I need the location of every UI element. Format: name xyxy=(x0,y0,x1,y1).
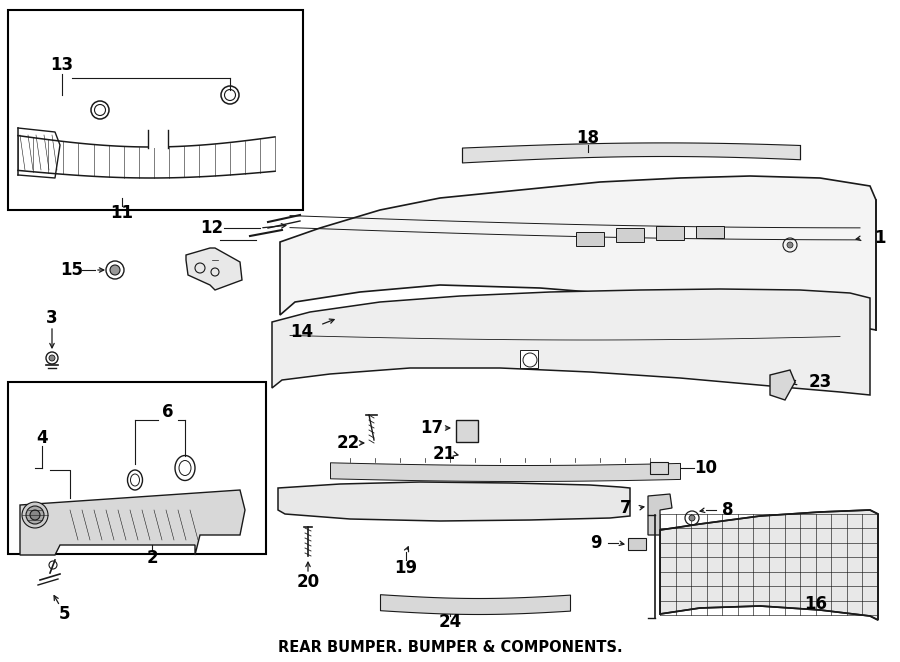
Text: 8: 8 xyxy=(722,501,734,519)
Polygon shape xyxy=(272,289,870,395)
Text: 10: 10 xyxy=(695,459,717,477)
Ellipse shape xyxy=(224,89,236,101)
Text: 24: 24 xyxy=(438,613,462,631)
Polygon shape xyxy=(770,370,795,400)
Bar xyxy=(628,538,646,550)
Ellipse shape xyxy=(130,474,140,486)
Bar xyxy=(8,382,266,554)
Polygon shape xyxy=(660,510,878,620)
Text: 4: 4 xyxy=(36,429,48,447)
Bar xyxy=(148,113,168,148)
Circle shape xyxy=(110,265,120,275)
Ellipse shape xyxy=(128,470,142,490)
Text: 16: 16 xyxy=(805,595,827,613)
Polygon shape xyxy=(280,176,876,330)
Text: 22: 22 xyxy=(337,434,360,452)
Text: 9: 9 xyxy=(590,534,602,552)
Bar xyxy=(8,10,303,210)
Ellipse shape xyxy=(179,461,191,475)
Circle shape xyxy=(22,502,48,528)
Text: 17: 17 xyxy=(420,419,444,437)
Circle shape xyxy=(689,515,695,521)
Text: 13: 13 xyxy=(50,56,74,74)
Text: 6: 6 xyxy=(162,403,174,421)
Text: 15: 15 xyxy=(60,261,84,279)
Bar xyxy=(616,228,644,242)
Text: 14: 14 xyxy=(291,323,313,341)
Text: 19: 19 xyxy=(394,559,418,577)
Text: 21: 21 xyxy=(432,445,455,463)
Text: 23: 23 xyxy=(808,373,832,391)
Bar xyxy=(576,232,604,246)
Polygon shape xyxy=(186,248,242,290)
Bar xyxy=(456,420,478,442)
Text: 2: 2 xyxy=(146,549,158,567)
Polygon shape xyxy=(20,490,245,555)
Ellipse shape xyxy=(175,455,195,481)
Bar xyxy=(696,226,724,238)
Text: 1: 1 xyxy=(874,229,886,247)
Bar xyxy=(656,226,684,240)
Ellipse shape xyxy=(221,86,239,104)
Ellipse shape xyxy=(91,101,109,119)
Text: 11: 11 xyxy=(111,204,133,222)
Text: 20: 20 xyxy=(296,573,320,591)
Polygon shape xyxy=(648,494,672,535)
Bar xyxy=(520,350,538,368)
Polygon shape xyxy=(278,482,630,521)
Bar xyxy=(650,462,668,474)
Text: 12: 12 xyxy=(201,219,223,237)
Circle shape xyxy=(30,510,40,520)
Circle shape xyxy=(49,355,55,361)
Text: 5: 5 xyxy=(59,605,71,623)
Circle shape xyxy=(787,242,793,248)
Ellipse shape xyxy=(94,105,105,115)
Text: 18: 18 xyxy=(577,129,599,147)
Text: 7: 7 xyxy=(620,499,632,517)
Circle shape xyxy=(26,506,44,524)
Text: REAR BUMPER. BUMPER & COMPONENTS.: REAR BUMPER. BUMPER & COMPONENTS. xyxy=(278,641,622,655)
Text: 3: 3 xyxy=(46,309,58,327)
